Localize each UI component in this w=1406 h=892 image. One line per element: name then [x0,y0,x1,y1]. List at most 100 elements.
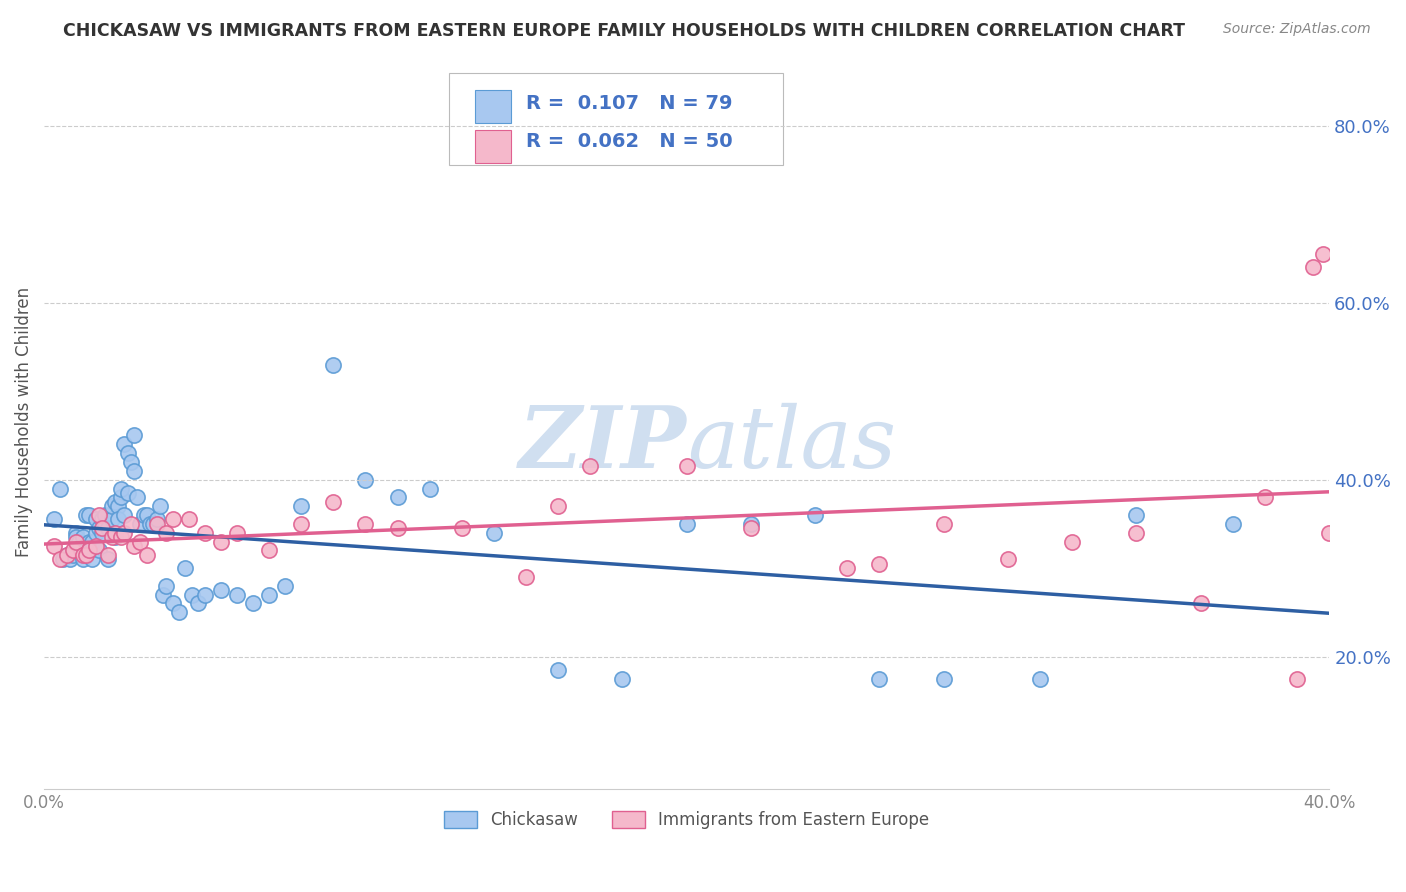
Point [62,543,84,558]
Point [740,521,762,535]
Point [97,552,120,566]
Point [100,530,122,544]
Point [290,499,312,513]
Point [94,516,117,531]
Point [547,499,569,513]
Point [107,499,129,513]
Point [1029,672,1052,686]
Point [100,499,122,513]
Point [547,663,569,677]
Point [114,525,136,540]
Point [257,588,280,602]
Point [100,512,122,526]
Point [804,508,827,522]
Point [127,491,149,505]
Point [94,508,117,522]
Point [387,491,409,505]
Point [42,539,65,553]
Point [579,459,602,474]
Point [87,521,110,535]
Point [114,437,136,451]
Point [91,521,114,535]
Point [149,499,172,513]
Point [120,516,142,531]
Point [1125,508,1147,522]
Point [869,557,891,571]
Point [155,525,177,540]
Point [129,534,152,549]
Point [145,512,167,526]
Point [932,516,955,531]
Text: atlas: atlas [686,403,896,485]
Point [1254,491,1277,505]
Point [77,543,100,558]
Point [82,552,104,566]
Point [65,525,87,540]
Point [162,512,184,526]
Point [72,548,94,562]
Point [354,516,377,531]
Point [225,525,247,540]
Point [72,552,94,566]
Text: R =  0.107   N = 79: R = 0.107 N = 79 [526,94,733,113]
Point [1317,525,1340,540]
Point [1189,597,1212,611]
Point [129,516,152,531]
Point [104,530,127,544]
Point [117,486,139,500]
Point [155,579,177,593]
Point [122,539,145,553]
Point [69,534,91,549]
Point [84,512,107,526]
Point [675,459,697,474]
Point [242,597,264,611]
Point [932,672,955,686]
Point [87,508,110,522]
Point [132,508,155,522]
Point [97,521,120,535]
Point [174,561,197,575]
Point [322,358,344,372]
Point [354,473,377,487]
Point [225,588,247,602]
Point [114,508,136,522]
Point [82,534,104,549]
Point [1286,672,1309,686]
Point [209,583,232,598]
Point [257,543,280,558]
Point [59,552,82,566]
Point [515,570,537,584]
Point [97,548,120,562]
Text: Source: ZipAtlas.com: Source: ZipAtlas.com [1223,22,1371,37]
FancyBboxPatch shape [475,130,510,163]
Point [117,446,139,460]
Text: R =  0.062   N = 50: R = 0.062 N = 50 [526,132,733,152]
Point [122,464,145,478]
Point [419,482,441,496]
Point [167,605,190,619]
Point [837,561,859,575]
Point [110,482,132,496]
Point [194,588,217,602]
FancyBboxPatch shape [449,73,783,165]
Point [274,579,297,593]
Point [104,525,127,540]
Point [84,539,107,553]
Point [110,530,132,544]
Point [87,543,110,558]
Point [122,428,145,442]
Point [145,516,167,531]
Point [387,521,409,535]
Point [450,521,472,535]
Point [62,548,84,562]
Point [1302,260,1324,275]
Point [162,597,184,611]
Point [91,512,114,526]
Point [55,548,77,562]
Point [72,530,94,544]
Point [42,512,65,526]
Text: CHICKASAW VS IMMIGRANTS FROM EASTERN EUROPE FAMILY HOUSEHOLDS WITH CHILDREN CORR: CHICKASAW VS IMMIGRANTS FROM EASTERN EUR… [63,22,1185,40]
Point [77,508,100,522]
Point [52,552,75,566]
Point [49,552,72,566]
